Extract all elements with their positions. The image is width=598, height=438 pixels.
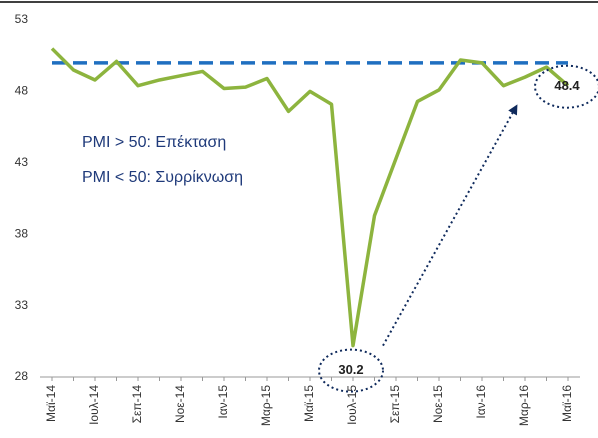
line — [50, 47, 570, 348]
x-tick-label: Ιαν-16 — [474, 385, 488, 419]
x-tick-label: Ιουλ-15 — [345, 385, 359, 425]
x-tick-label: Νοε-15 — [431, 385, 445, 423]
y-tick-label: 48 — [15, 84, 29, 98]
x-tick-label: Σεπ-14 — [130, 385, 144, 424]
y-tick-label: 43 — [15, 155, 29, 169]
data-label: 30.2 — [338, 362, 363, 377]
x-tick-label: Μαϊ-16 — [560, 385, 574, 422]
annotation: PMI > 50: Επέκταση — [82, 134, 226, 151]
x-tick-label: Νοε-14 — [173, 385, 187, 423]
data-label: 48.4 — [554, 78, 580, 93]
x-tick-label: Σεπ-15 — [388, 385, 402, 424]
label-ring — [318, 348, 384, 393]
label-ring — [534, 64, 598, 109]
annotation: PMI < 50: Συρρίκνωση — [82, 169, 243, 186]
x-tick-label: Μαϊ-15 — [302, 385, 316, 422]
y-tick-label: 53 — [15, 12, 29, 26]
x-tick-label: Μαρ-16 — [517, 385, 531, 426]
x-tick-label: Ιαν-15 — [216, 385, 230, 419]
y-tick-label: 33 — [15, 298, 29, 312]
y-tick-label: 28 — [15, 369, 29, 383]
y-tick-label: 38 — [15, 226, 29, 240]
x-tick-label: Ιουλ-14 — [87, 385, 101, 425]
x-tick-label: Μαϊ-14 — [44, 385, 58, 422]
x-tick-label: Μαρ-15 — [259, 385, 273, 426]
arrow — [382, 104, 518, 347]
